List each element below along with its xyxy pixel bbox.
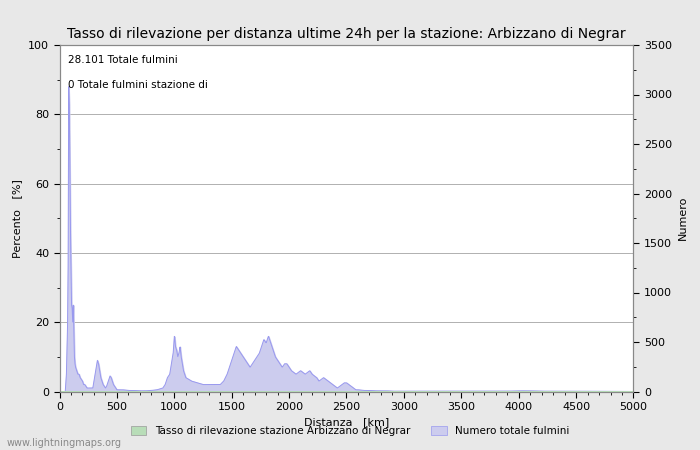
Y-axis label: Numero: Numero xyxy=(678,196,687,240)
X-axis label: Distanza   [km]: Distanza [km] xyxy=(304,418,389,428)
Text: 0 Totale fulmini stazione di: 0 Totale fulmini stazione di xyxy=(68,80,208,90)
Y-axis label: Percento   [%]: Percento [%] xyxy=(13,179,22,258)
Title: Tasso di rilevazione per distanza ultime 24h per la stazione: Arbizzano di Negra: Tasso di rilevazione per distanza ultime… xyxy=(67,27,626,41)
Text: 28.101 Totale fulmini: 28.101 Totale fulmini xyxy=(68,55,178,65)
Legend: Tasso di rilevazione stazione Arbizzano di Negrar, Numero totale fulmini: Tasso di rilevazione stazione Arbizzano … xyxy=(127,422,573,440)
Text: www.lightningmaps.org: www.lightningmaps.org xyxy=(7,438,122,448)
